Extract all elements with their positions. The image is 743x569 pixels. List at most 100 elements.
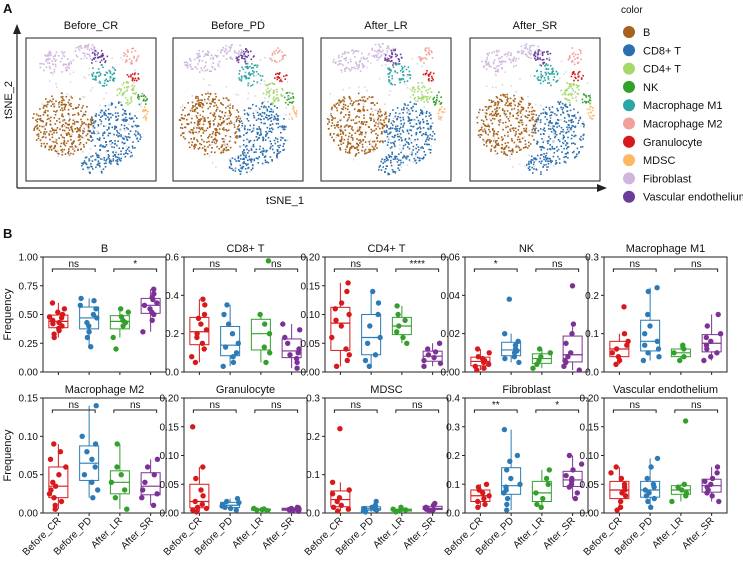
legend-swatch bbox=[623, 62, 635, 75]
tsne-cell-cd4-t bbox=[425, 96, 428, 98]
tsne-cell-granulocyte bbox=[137, 73, 140, 75]
tsne-cell-nk bbox=[289, 91, 291, 94]
tsne-cell-cd8-t bbox=[406, 107, 408, 110]
data-point bbox=[404, 340, 410, 346]
tsne-cell-cd4-t bbox=[423, 101, 425, 103]
tsne-cell-b bbox=[359, 139, 362, 141]
tsne-cell-fibroblast bbox=[201, 60, 204, 62]
tsne-cell-cd4-t bbox=[426, 99, 428, 102]
tsne-cell-cd4-t bbox=[123, 86, 126, 89]
tsne-cell-b bbox=[36, 124, 39, 126]
tsne-cell-b bbox=[476, 116, 478, 119]
tsne-cell-fibroblast bbox=[259, 83, 262, 85]
tsne-cell-macrophage-m2 bbox=[281, 51, 283, 53]
tsne-cell-macrophage-m1 bbox=[109, 77, 112, 79]
tsne-cell-b bbox=[506, 110, 509, 112]
tsne-cell-b bbox=[70, 102, 72, 105]
tsne-cell-nk bbox=[138, 96, 140, 98]
tsne-cell-fibroblast bbox=[45, 60, 47, 62]
box-before-pd bbox=[220, 302, 241, 369]
tsne-cell-cd8-t bbox=[266, 132, 269, 135]
tsne-cell-b bbox=[80, 118, 82, 121]
tsne-cell-b bbox=[237, 125, 239, 128]
y-tick-label: 0.02 bbox=[441, 329, 461, 340]
tsne-cell-cd8-t bbox=[114, 125, 116, 128]
tsne-cell-fibroblast bbox=[253, 73, 255, 76]
tsne-cell-cd8-t bbox=[271, 127, 273, 129]
tsne-cell-b bbox=[226, 118, 228, 120]
data-point bbox=[89, 456, 95, 462]
tsne-cell-b bbox=[505, 145, 508, 148]
tsne-cell-vascular-endothelium bbox=[536, 56, 539, 59]
tsne-cell-b bbox=[213, 124, 215, 126]
tsne-cell-fibroblast bbox=[93, 48, 95, 50]
tsne-cell-b bbox=[199, 118, 202, 121]
tsne-cell-b bbox=[526, 116, 529, 119]
tsne-cell-b bbox=[490, 140, 493, 142]
tsne-cell-cd8-t bbox=[555, 121, 557, 124]
tsne-cell-b bbox=[376, 112, 379, 115]
tsne-cell-cd8-t bbox=[414, 153, 417, 155]
data-point bbox=[367, 323, 373, 329]
tsne-cell-cd8-t bbox=[569, 109, 572, 112]
tsne-cell-fibroblast bbox=[91, 44, 94, 46]
tsne-cell-b bbox=[210, 103, 212, 105]
tsne-cell-b bbox=[505, 113, 507, 115]
tsne-cell-b bbox=[364, 100, 367, 102]
tsne-cell-cd8-t bbox=[428, 115, 431, 117]
tsne-cell-b bbox=[485, 105, 487, 108]
tsne-cell-b bbox=[183, 132, 185, 134]
tsne-cell-b bbox=[339, 133, 342, 135]
tsne-cell-b bbox=[37, 133, 40, 135]
tsne-cell-cd8-t bbox=[540, 162, 542, 165]
tsne-cell-macrophage-m1 bbox=[92, 78, 94, 80]
tsne-cell-fibroblast bbox=[501, 67, 503, 70]
tsne-cell-b bbox=[221, 138, 224, 140]
tsne-cell-b bbox=[61, 95, 64, 98]
tsne-cell-b bbox=[478, 130, 480, 132]
tsne-cell-cd8-t bbox=[125, 120, 127, 122]
tsne-cell-cd8-t bbox=[408, 143, 410, 145]
tsne-cell-cd8-t bbox=[571, 142, 573, 145]
tsne-cell-b bbox=[482, 138, 484, 141]
data-point bbox=[199, 501, 205, 508]
tsne-cell-cd8-t bbox=[578, 152, 580, 154]
tsne-cell-fibroblast bbox=[270, 88, 272, 90]
data-point bbox=[114, 464, 120, 470]
data-point bbox=[648, 464, 654, 470]
tsne-cell-cd8-t bbox=[562, 128, 564, 131]
tsne-cell-b bbox=[220, 103, 223, 105]
tsne-cell-macrophage-m1 bbox=[545, 63, 548, 65]
tsne-cell-fibroblast bbox=[392, 51, 395, 53]
subplot-title: Granulocyte bbox=[216, 384, 275, 396]
tsne-cell-b bbox=[480, 126, 483, 129]
tsne-cell-b bbox=[485, 142, 488, 144]
tsne-cell-cd4-t bbox=[268, 91, 270, 94]
tsne-cell-cd8-t bbox=[109, 113, 111, 115]
tsne-cell-cd8-t bbox=[251, 164, 254, 166]
tsne-cell-fibroblast bbox=[525, 54, 528, 56]
tsne-cell-cd8-t bbox=[544, 130, 546, 132]
tsne-cell-cd4-t bbox=[276, 97, 278, 99]
tsne-cell-fibroblast bbox=[229, 57, 231, 59]
tsne-cell-cd8-t bbox=[547, 142, 549, 144]
tsne-cell-cd8-t bbox=[537, 130, 540, 132]
tsne-cell-vascular-endothelium bbox=[237, 61, 240, 64]
tsne-cell-cd8-t bbox=[123, 124, 126, 127]
tsne-cell-macrophage-m1 bbox=[253, 64, 256, 67]
tsne-cell-macrophage-m1 bbox=[252, 67, 255, 69]
data-point bbox=[375, 311, 381, 318]
tsne-cell-cd8-t bbox=[252, 112, 255, 115]
tsne-cell-fibroblast bbox=[230, 46, 232, 49]
data-point bbox=[701, 357, 707, 364]
tsne-cell-macrophage-m1 bbox=[111, 73, 114, 76]
tsne-cell-fibroblast bbox=[69, 153, 71, 156]
tsne-cell-cd8-t bbox=[407, 104, 409, 106]
tsne-cell-cd8-t bbox=[540, 112, 542, 115]
tsne-cell-b bbox=[61, 113, 64, 115]
bracket-line bbox=[113, 268, 158, 272]
tsne-cell-cd8-t bbox=[407, 146, 409, 148]
tsne-cell-b bbox=[495, 143, 498, 146]
tsne-cell-cd8-t bbox=[405, 157, 408, 159]
tsne-cell-cd8-t bbox=[574, 156, 577, 158]
